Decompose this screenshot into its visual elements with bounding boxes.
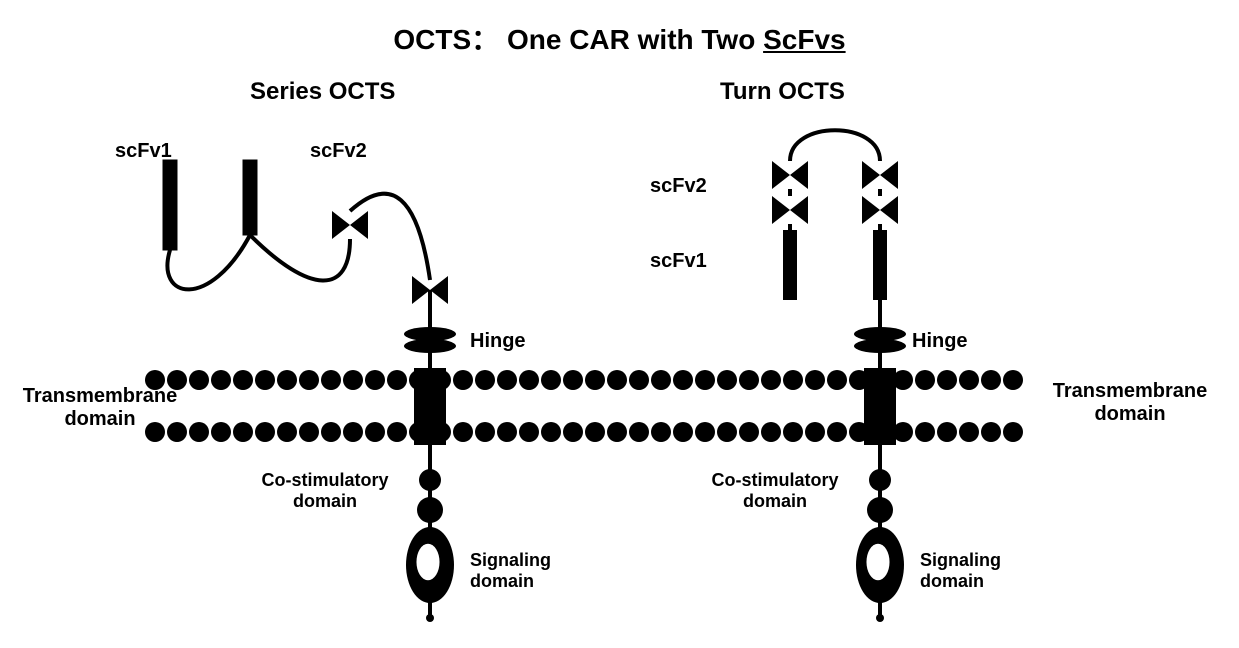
diagram-svg <box>0 0 1239 648</box>
